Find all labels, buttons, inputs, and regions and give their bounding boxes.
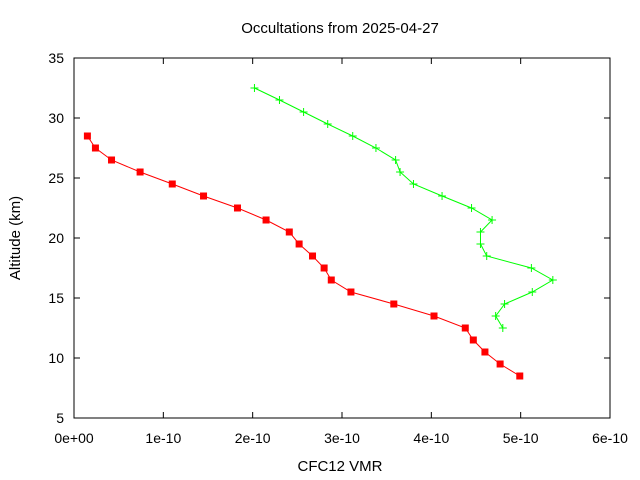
- data-point-plus: [391, 156, 400, 164]
- data-point-plus: [548, 276, 557, 284]
- data-point-square: [469, 336, 477, 344]
- x-tick-label: 1e-10: [145, 430, 181, 446]
- data-point-square: [295, 240, 303, 248]
- data-point-plus: [528, 288, 537, 296]
- data-point-square: [83, 132, 91, 140]
- data-point-square: [262, 216, 270, 224]
- data-point-plus: [482, 252, 491, 260]
- y-axis-label: Altitude (km): [7, 196, 24, 280]
- data-point-plus: [250, 84, 259, 92]
- axes: 0e+00 1e-10 2e-10 3e-10 4e-10 5e-10 6e-10 5 10 15…: [48, 50, 628, 446]
- data-point-square: [285, 228, 293, 236]
- series-2: [250, 84, 557, 332]
- series-line: [86, 135, 521, 377]
- x-tick-label: 2e-10: [235, 430, 271, 446]
- data-point-plus: [299, 108, 308, 116]
- data-point-square: [136, 168, 144, 176]
- data-point-square: [320, 264, 328, 272]
- data-point-plus: [438, 192, 447, 200]
- data-point-square: [516, 372, 524, 380]
- data-point-plus: [527, 264, 536, 272]
- y-tick-label: 10: [48, 350, 64, 366]
- data-point-plus: [348, 132, 357, 140]
- x-tick-label: 0e+00: [54, 430, 94, 446]
- series-line: [254, 87, 554, 329]
- data-point-plus: [500, 300, 509, 308]
- plot-series: [83, 84, 557, 380]
- data-point-plus: [491, 312, 500, 320]
- data-point-square: [496, 360, 504, 368]
- data-point-square: [481, 348, 489, 356]
- data-point-plus: [476, 240, 485, 248]
- data-point-square: [200, 192, 208, 200]
- data-point-square: [430, 312, 438, 320]
- x-tick-label: 5e-10: [503, 430, 539, 446]
- data-point-plus: [409, 180, 418, 188]
- y-tick-label: 30: [48, 110, 64, 126]
- data-point-square: [168, 180, 176, 188]
- data-point-plus: [498, 324, 507, 332]
- data-point-plus: [488, 216, 497, 224]
- plot-frame: [73, 57, 611, 419]
- data-point-plus: [396, 168, 405, 176]
- y-tick-label: 5: [56, 410, 64, 426]
- y-tick-label: 20: [48, 230, 64, 246]
- series-1: [83, 132, 524, 380]
- data-point-square: [309, 252, 317, 260]
- data-point-square: [233, 204, 241, 212]
- data-point-square: [91, 144, 99, 152]
- data-point-plus: [275, 96, 284, 104]
- chart-title: Occultations from 2025-04-27: [241, 20, 439, 37]
- y-tick-label: 35: [48, 50, 64, 66]
- data-point-square: [347, 288, 355, 296]
- x-tick-label: 4e-10: [413, 430, 449, 446]
- y-tick-label: 15: [48, 290, 64, 306]
- data-point-square: [390, 300, 398, 308]
- data-point-square: [327, 276, 335, 284]
- x-axis-label: CFC12 VMR: [297, 458, 382, 475]
- data-point-plus: [467, 204, 476, 212]
- y-tick-label: 25: [48, 170, 64, 186]
- x-tick-label: 6e-10: [592, 430, 628, 446]
- data-point-plus: [476, 228, 485, 236]
- data-point-square: [108, 156, 116, 164]
- data-point-square: [461, 324, 469, 332]
- data-point-plus: [323, 120, 332, 128]
- x-tick-label: 3e-10: [324, 430, 360, 446]
- data-point-plus: [371, 144, 380, 152]
